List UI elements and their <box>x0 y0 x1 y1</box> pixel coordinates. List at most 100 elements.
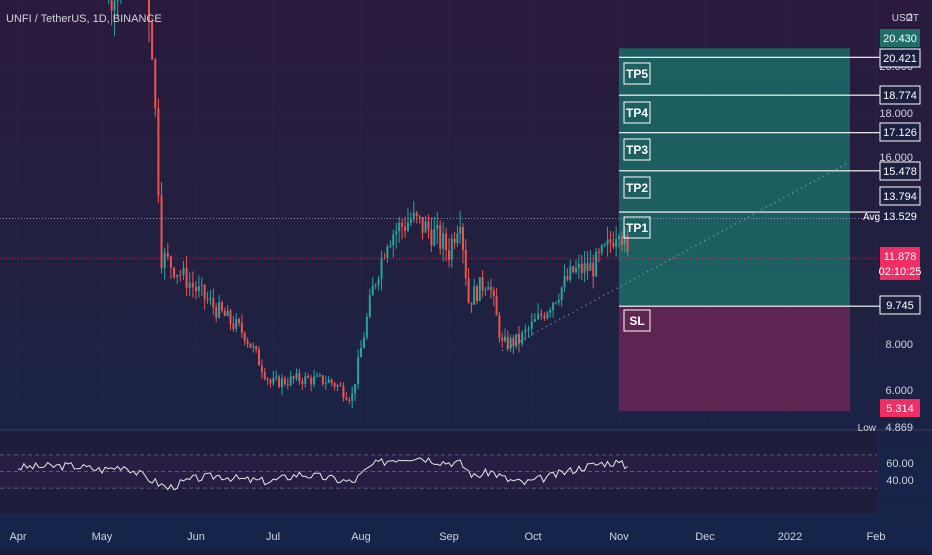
candle-body <box>595 251 598 277</box>
candle-body <box>395 231 398 235</box>
candle-body <box>586 263 589 271</box>
candle-body <box>615 239 618 247</box>
candle-body <box>151 22 154 60</box>
candle-body <box>406 222 409 231</box>
candle-body <box>478 277 481 302</box>
candle-body <box>148 0 150 23</box>
candle-body <box>569 266 572 280</box>
price-marker-box-2 <box>879 85 921 105</box>
price-marker-box-1 <box>879 48 921 68</box>
candle-body <box>612 242 615 247</box>
candle-body <box>618 236 620 240</box>
candle-body <box>260 365 263 373</box>
candle-body <box>368 295 371 317</box>
candle-body <box>339 385 342 387</box>
candle-body <box>418 216 421 218</box>
candle-body <box>229 310 232 324</box>
candle-body <box>448 250 450 260</box>
low-value: 4.869 <box>885 422 913 434</box>
candle-body <box>220 302 223 311</box>
candle-body <box>255 346 258 350</box>
rsi-tick-40: 40.00 <box>886 475 914 487</box>
candle-body <box>487 287 490 290</box>
candle-body <box>173 267 176 277</box>
candle-body <box>269 379 272 384</box>
trade-label-box-0 <box>623 62 651 85</box>
trade-label-tp4: TP4 <box>626 106 648 120</box>
time-label-apr: Apr <box>9 531 26 543</box>
candle-body <box>433 229 436 246</box>
candle-body <box>318 375 321 377</box>
candle-body <box>295 373 298 379</box>
candle-body <box>310 377 313 385</box>
candle-body <box>389 245 392 247</box>
candle-body <box>351 393 354 401</box>
candle-body <box>377 279 380 285</box>
candle-body <box>549 310 552 313</box>
candle-body <box>182 267 185 275</box>
price-marker-4: 15.478 <box>883 166 917 178</box>
candle-body <box>348 399 351 401</box>
price-tick-5: 8.000 <box>885 339 913 351</box>
candle-body <box>445 233 448 251</box>
candle-body <box>365 316 368 338</box>
candle-body <box>185 267 188 289</box>
candles <box>108 0 629 409</box>
candle-body <box>345 397 348 400</box>
candle-body <box>386 246 389 259</box>
candle-body <box>240 323 243 333</box>
price-marker-box-9 <box>879 295 921 315</box>
candle-body <box>215 307 218 318</box>
candle-body <box>380 257 383 280</box>
candle-body <box>537 313 540 320</box>
rsi-line <box>17 457 628 491</box>
candle-body <box>600 245 603 253</box>
candle-body <box>424 221 427 233</box>
trade-label-box-3 <box>623 176 651 199</box>
price-tick-2: 18.000 <box>879 108 913 120</box>
candle-body <box>163 252 166 268</box>
candle-body <box>492 290 495 297</box>
candle-body <box>398 222 401 232</box>
candle-body <box>442 233 445 249</box>
candle-body <box>333 383 336 387</box>
candle-body <box>113 0 116 11</box>
candle-body <box>188 283 191 289</box>
price-marker-1: 20.421 <box>883 53 917 65</box>
candle-body <box>580 263 583 273</box>
candle-body <box>575 267 577 272</box>
candle-body <box>235 319 238 329</box>
candle-body <box>304 376 307 384</box>
candle-body <box>473 286 476 305</box>
trade-label-box-5 <box>623 309 651 332</box>
candle-body <box>572 266 575 272</box>
candle-body <box>223 310 226 317</box>
trade-label-box-2 <box>623 138 651 161</box>
candle-body <box>401 222 404 227</box>
candle-body <box>620 236 623 245</box>
candle-body <box>566 276 569 280</box>
candle-body <box>392 234 395 246</box>
candle-body <box>243 332 246 341</box>
price-marker-2: 18.774 <box>883 90 917 102</box>
trade-label-tp3: TP3 <box>626 143 648 157</box>
candle-body <box>327 379 330 383</box>
candle-body <box>606 239 609 245</box>
price-axis[interactable]: 220.00018.00016.00012.0008.0006.000USDTL… <box>858 12 922 487</box>
time-label-aug: Aug <box>351 531 371 543</box>
price-marker-box-3 <box>879 122 921 142</box>
candle-body <box>543 315 546 319</box>
candle-body <box>484 289 487 291</box>
candle-body <box>249 343 252 348</box>
candle-body <box>524 329 527 333</box>
candle-body <box>286 383 289 385</box>
candle-body <box>495 296 498 316</box>
candle-body <box>481 277 484 291</box>
candle-body <box>116 0 119 1</box>
price-marker-box-10 <box>880 399 920 417</box>
time-axis[interactable]: Apr May Jun Jul Aug Sep Oct Nov Dec 2022 Feb <box>9 531 885 543</box>
candle-body <box>490 287 492 291</box>
candle-body <box>453 238 456 244</box>
